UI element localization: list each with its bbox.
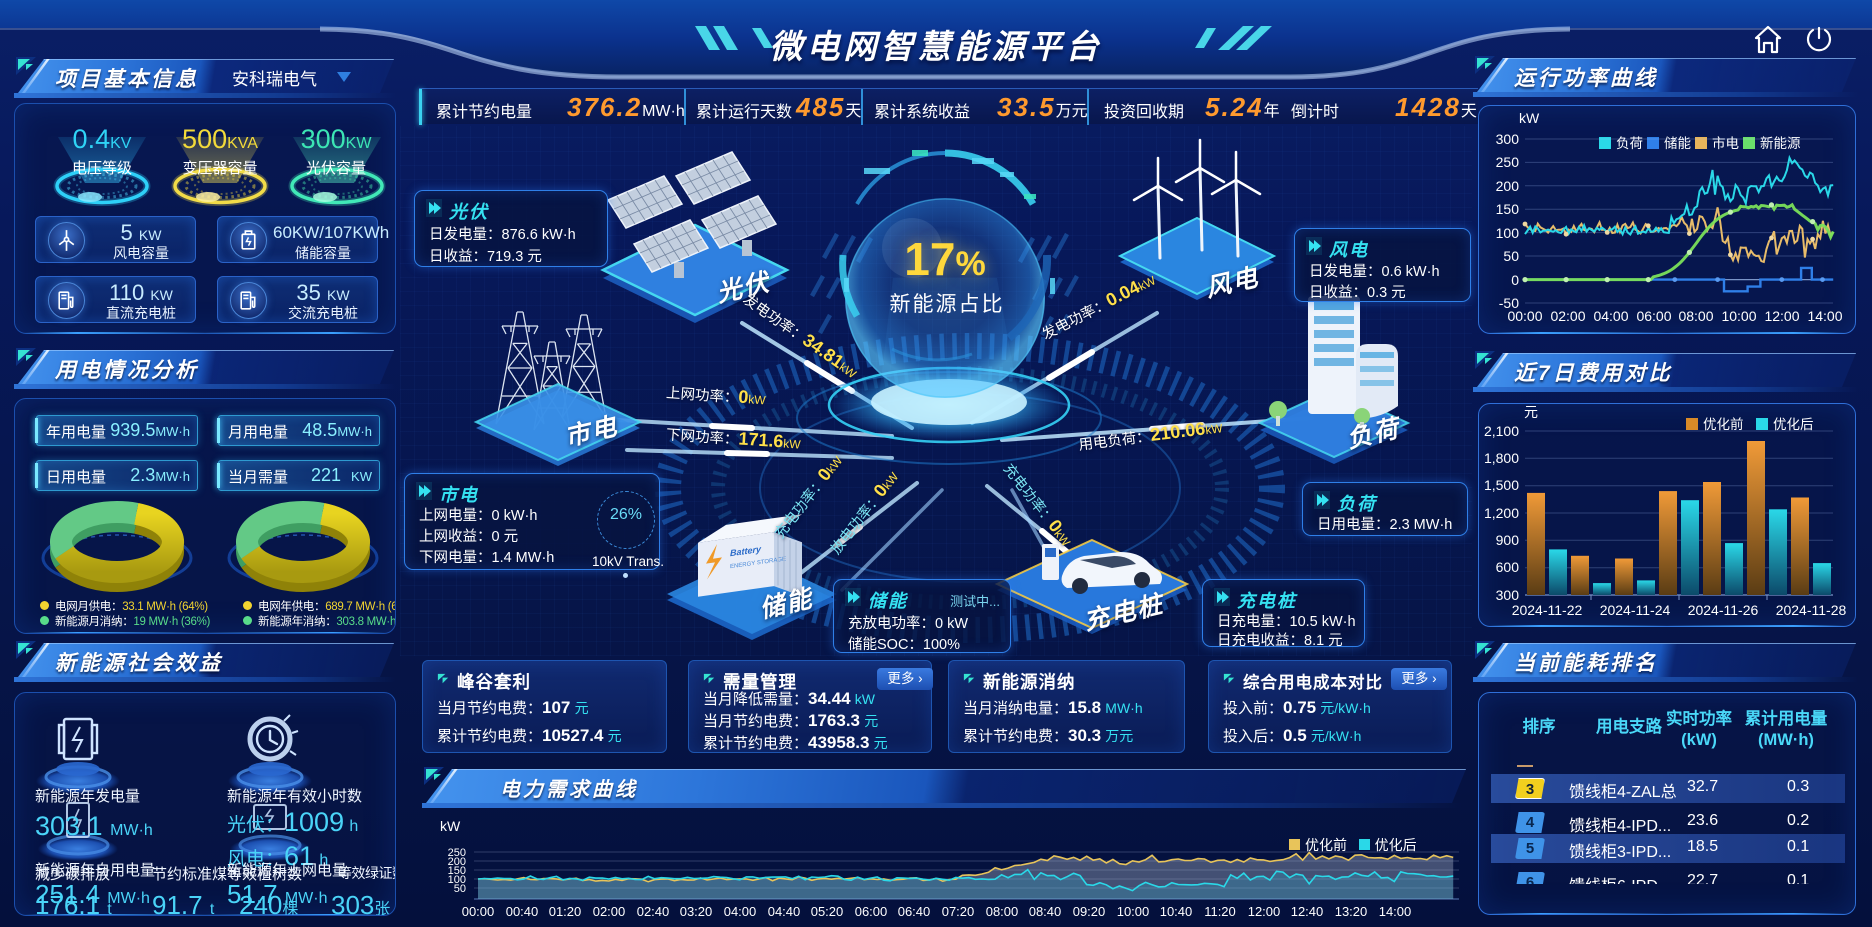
svg-text:12:40: 12:40 bbox=[1291, 904, 1324, 919]
svg-text:14:00: 14:00 bbox=[1379, 904, 1412, 919]
svg-text:2024-11-28: 2024-11-28 bbox=[1776, 602, 1847, 618]
svg-text:06:00: 06:00 bbox=[1636, 308, 1671, 324]
svg-text:10:00: 10:00 bbox=[1721, 308, 1756, 324]
svg-text:08:00: 08:00 bbox=[986, 904, 1019, 919]
svg-text:06:00: 06:00 bbox=[855, 904, 888, 919]
svg-text:08:40: 08:40 bbox=[1029, 904, 1062, 919]
svg-text:09:20: 09:20 bbox=[1073, 904, 1106, 919]
svg-text:元: 元 bbox=[1524, 404, 1538, 420]
svg-text:02:00: 02:00 bbox=[1550, 308, 1585, 324]
svg-text:1,800: 1,800 bbox=[1484, 450, 1519, 466]
svg-text:300: 300 bbox=[1496, 131, 1520, 147]
svg-text:200: 200 bbox=[1496, 178, 1520, 194]
svg-text:100: 100 bbox=[1496, 225, 1520, 241]
svg-text:50: 50 bbox=[454, 883, 466, 895]
svg-text:900: 900 bbox=[1496, 532, 1520, 548]
svg-text:00:00: 00:00 bbox=[1507, 308, 1542, 324]
svg-text:0: 0 bbox=[1511, 272, 1519, 288]
svg-text:2024-11-24: 2024-11-24 bbox=[1600, 602, 1671, 618]
svg-text:05:20: 05:20 bbox=[811, 904, 844, 919]
svg-text:1,500: 1,500 bbox=[1484, 477, 1519, 493]
svg-text:10:00: 10:00 bbox=[1117, 904, 1150, 919]
svg-text:12:00: 12:00 bbox=[1764, 308, 1799, 324]
svg-text:kW: kW bbox=[1519, 110, 1540, 126]
svg-text:300: 300 bbox=[1496, 587, 1520, 603]
svg-text:02:40: 02:40 bbox=[637, 904, 670, 919]
svg-text:04:40: 04:40 bbox=[768, 904, 801, 919]
svg-text:新能源: 新能源 bbox=[1760, 136, 1801, 151]
svg-text:150: 150 bbox=[448, 865, 466, 877]
svg-text:储能: 储能 bbox=[1664, 136, 1691, 151]
svg-text:-50: -50 bbox=[1499, 295, 1519, 311]
svg-text:150: 150 bbox=[1496, 201, 1520, 217]
svg-text:600: 600 bbox=[1496, 559, 1520, 575]
svg-text:10:40: 10:40 bbox=[1160, 904, 1193, 919]
svg-text:14:00: 14:00 bbox=[1807, 308, 1842, 324]
svg-text:04:00: 04:00 bbox=[724, 904, 757, 919]
svg-text:02:00: 02:00 bbox=[593, 904, 626, 919]
svg-text:1,200: 1,200 bbox=[1484, 505, 1519, 521]
svg-text:12:00: 12:00 bbox=[1248, 904, 1281, 919]
svg-text:50: 50 bbox=[1503, 248, 1519, 264]
svg-text:01:20: 01:20 bbox=[549, 904, 582, 919]
svg-text:250: 250 bbox=[448, 847, 466, 859]
svg-text:06:40: 06:40 bbox=[898, 904, 931, 919]
svg-text:250: 250 bbox=[1496, 154, 1520, 170]
svg-text:2,100: 2,100 bbox=[1484, 423, 1519, 439]
svg-text:03:20: 03:20 bbox=[680, 904, 713, 919]
svg-text:2024-11-22: 2024-11-22 bbox=[1512, 602, 1583, 618]
svg-text:优化后: 优化后 bbox=[1773, 417, 1814, 432]
svg-text:00:40: 00:40 bbox=[506, 904, 539, 919]
svg-text:08:00: 08:00 bbox=[1678, 308, 1713, 324]
svg-text:市电: 市电 bbox=[1712, 135, 1739, 151]
svg-text:负荷: 负荷 bbox=[1616, 136, 1643, 151]
svg-text:11:20: 11:20 bbox=[1204, 904, 1236, 919]
svg-text:13:20: 13:20 bbox=[1335, 904, 1368, 919]
svg-text:00:00: 00:00 bbox=[462, 904, 495, 919]
svg-text:200: 200 bbox=[448, 856, 466, 868]
svg-text:07:20: 07:20 bbox=[942, 904, 975, 919]
svg-text:优化前: 优化前 bbox=[1703, 416, 1744, 432]
svg-text:100: 100 bbox=[448, 874, 466, 886]
svg-text:2024-11-26: 2024-11-26 bbox=[1688, 602, 1759, 618]
svg-text:04:00: 04:00 bbox=[1593, 308, 1628, 324]
svg-text:Battery: Battery bbox=[730, 544, 762, 558]
